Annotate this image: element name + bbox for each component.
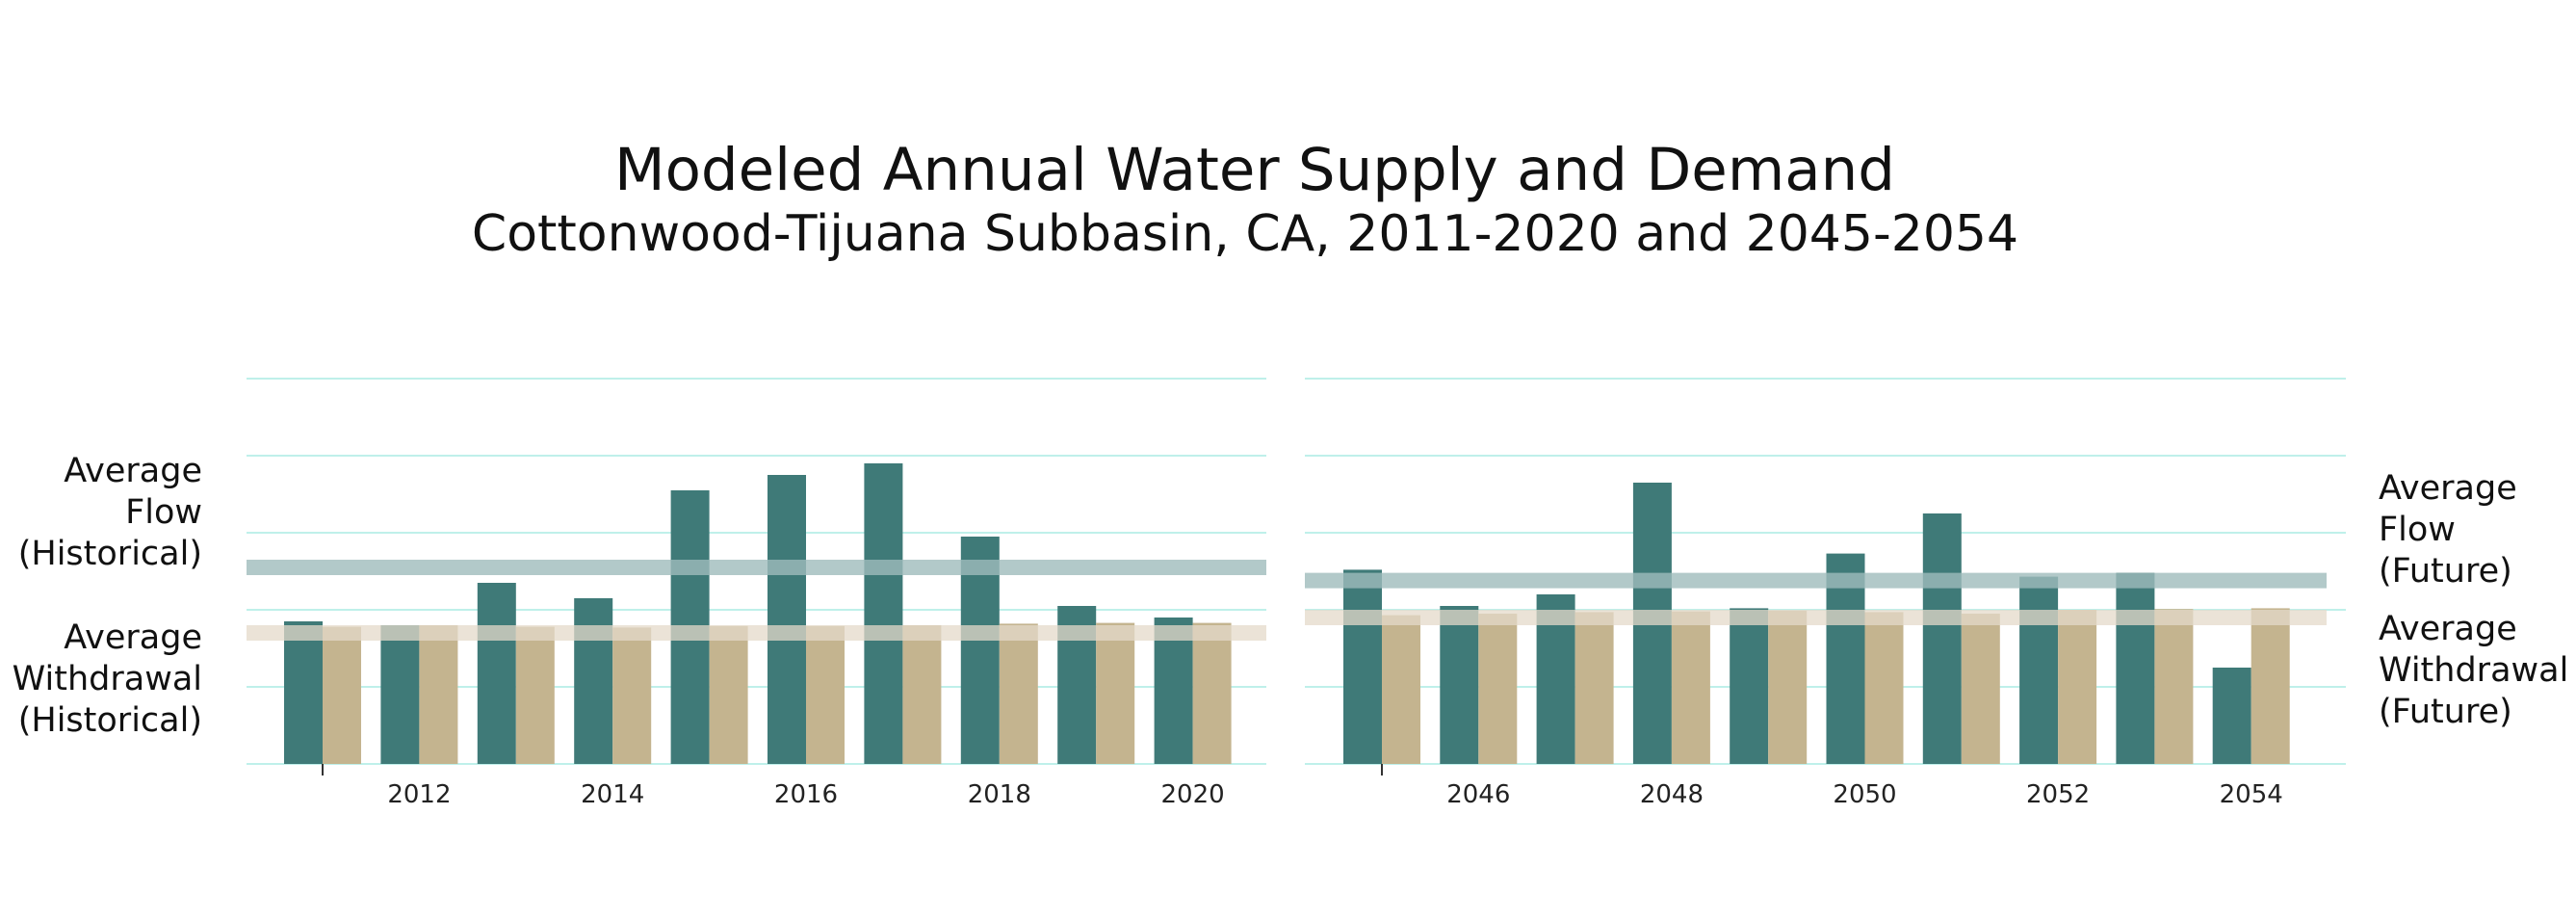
tick-label-2016: 2016 xyxy=(774,780,838,809)
chart-title: Modeled Annual Water Supply and Demand xyxy=(614,136,1895,204)
bar-withdrawal-2051 xyxy=(1961,614,2000,764)
tick-label-2046: 2046 xyxy=(1446,780,1510,809)
tick-label-2054: 2054 xyxy=(2220,780,2283,809)
bar-withdrawal-2018 xyxy=(999,623,1038,764)
bar-withdrawal-2017 xyxy=(902,625,942,764)
bar-withdrawal-2054 xyxy=(2251,608,2290,764)
bar-withdrawal-2019 xyxy=(1096,622,1135,764)
avg-withdrawal-label-future-line-2: Withdrawal xyxy=(2379,651,2568,690)
bar-flow-2053 xyxy=(2116,572,2155,764)
bar-withdrawal-2050 xyxy=(1864,612,1904,764)
chart-panels: 2012 2014 2016 2018 2020AverageFlow(Historic… xyxy=(13,378,2568,809)
tick-label-2020: 2020 xyxy=(1161,780,1225,809)
bar-flow-2014 xyxy=(574,598,613,764)
tick-label-2050: 2050 xyxy=(1833,780,1896,809)
bar-withdrawal-2047 xyxy=(1574,612,1614,764)
avg-withdrawal-label-future-line-3: (Future) xyxy=(2379,693,2512,731)
bar-withdrawal-2020 xyxy=(1192,622,1232,764)
bar-withdrawal-2012 xyxy=(419,625,458,764)
bar-flow-2011 xyxy=(284,621,323,764)
avg-withdrawal-label-future-line-1: Average xyxy=(2379,610,2517,648)
bar-withdrawal-2052 xyxy=(2058,610,2097,764)
bar-withdrawal-2048 xyxy=(1671,611,1710,764)
bar-flow-2051 xyxy=(1922,513,1962,764)
bar-withdrawal-2014 xyxy=(612,627,652,764)
bar-withdrawal-2013 xyxy=(515,626,555,764)
tick-label-2052: 2052 xyxy=(2026,780,2090,809)
bar-flow-2052 xyxy=(2019,576,2059,764)
bar-flow-2012 xyxy=(380,625,420,764)
bar-flow-2050 xyxy=(1826,553,1865,764)
avg-flow-label-historical-line-1: Average xyxy=(64,452,202,490)
bar-flow-2045 xyxy=(1343,569,1382,764)
avg-flow-label-historical-line-3: (Historical) xyxy=(18,535,202,573)
bar-withdrawal-2011 xyxy=(323,626,361,764)
bar-withdrawal-2015 xyxy=(709,625,748,764)
avg-flow-label-future-line-3: (Future) xyxy=(2379,552,2512,591)
tick-label-2014: 2014 xyxy=(581,780,644,809)
panel-historical: 2012 2014 2016 2018 2020AverageFlow(Historic… xyxy=(13,378,1266,809)
tick-label-2012: 2012 xyxy=(387,780,451,809)
panel-future: 2046 2048 2050 2052 2054AverageFlow(Future)A… xyxy=(1305,378,2568,809)
bar-flow-2046 xyxy=(1440,606,1479,764)
bar-withdrawal-2049 xyxy=(1768,610,1808,764)
bar-flow-2049 xyxy=(1730,608,1769,764)
bar-withdrawal-2053 xyxy=(2154,609,2194,764)
avg-withdrawal-label-historical-line-1: Average xyxy=(64,618,202,657)
bar-flow-2013 xyxy=(477,583,516,764)
tick-label-2018: 2018 xyxy=(968,780,1031,809)
tick-label-2048: 2048 xyxy=(1640,780,1704,809)
avg-withdrawal-label-historical-line-3: (Historical) xyxy=(18,701,202,740)
bar-withdrawal-2046 xyxy=(1478,614,1518,764)
bar-flow-2017 xyxy=(864,463,903,764)
avg-flow-label-future-line-1: Average xyxy=(2379,469,2517,508)
bar-flow-2054 xyxy=(2212,668,2251,764)
chart-subtitle: Cottonwood-Tijuana Subbasin, CA, 2011-20… xyxy=(472,205,2018,263)
avg-flow-label-future-line-2: Flow xyxy=(2379,511,2456,549)
bar-flow-2016 xyxy=(768,475,806,764)
bar-withdrawal-2045 xyxy=(1382,615,1420,764)
avg-withdrawal-label-historical-line-2: Withdrawal xyxy=(13,660,202,698)
avg-flow-label-historical-line-2: Flow xyxy=(125,493,202,532)
bar-flow-2020 xyxy=(1154,618,1193,764)
bar-withdrawal-2016 xyxy=(806,625,845,764)
